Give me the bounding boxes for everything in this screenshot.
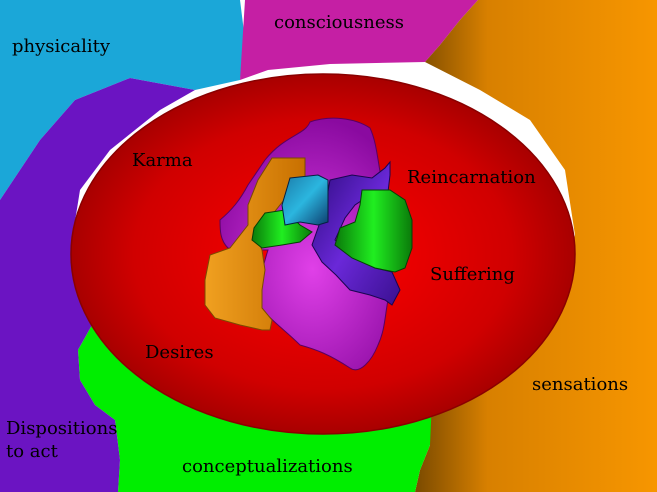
core-green-right-shape — [334, 189, 413, 273]
karma-label: Karma — [132, 150, 193, 171]
desires-label: Desires — [145, 342, 214, 363]
sensations-region — [415, 0, 657, 492]
physicality-label: physicality — [12, 36, 111, 57]
consciousness-label: consciousness — [274, 12, 404, 33]
conceptualizations-label: conceptualizations — [182, 456, 353, 477]
core-orange-shape — [204, 157, 306, 331]
core-blue-shape — [281, 174, 329, 226]
consciousness-region — [240, 0, 478, 80]
physicality-region — [0, 0, 245, 200]
dispositions-label: Dispositions to act — [6, 418, 118, 462]
reincarnation-label: Reincarnation — [407, 167, 536, 188]
sensations-label: sensations — [532, 374, 629, 395]
dispositions-region — [0, 78, 195, 492]
suffering-label: Suffering — [430, 264, 515, 285]
